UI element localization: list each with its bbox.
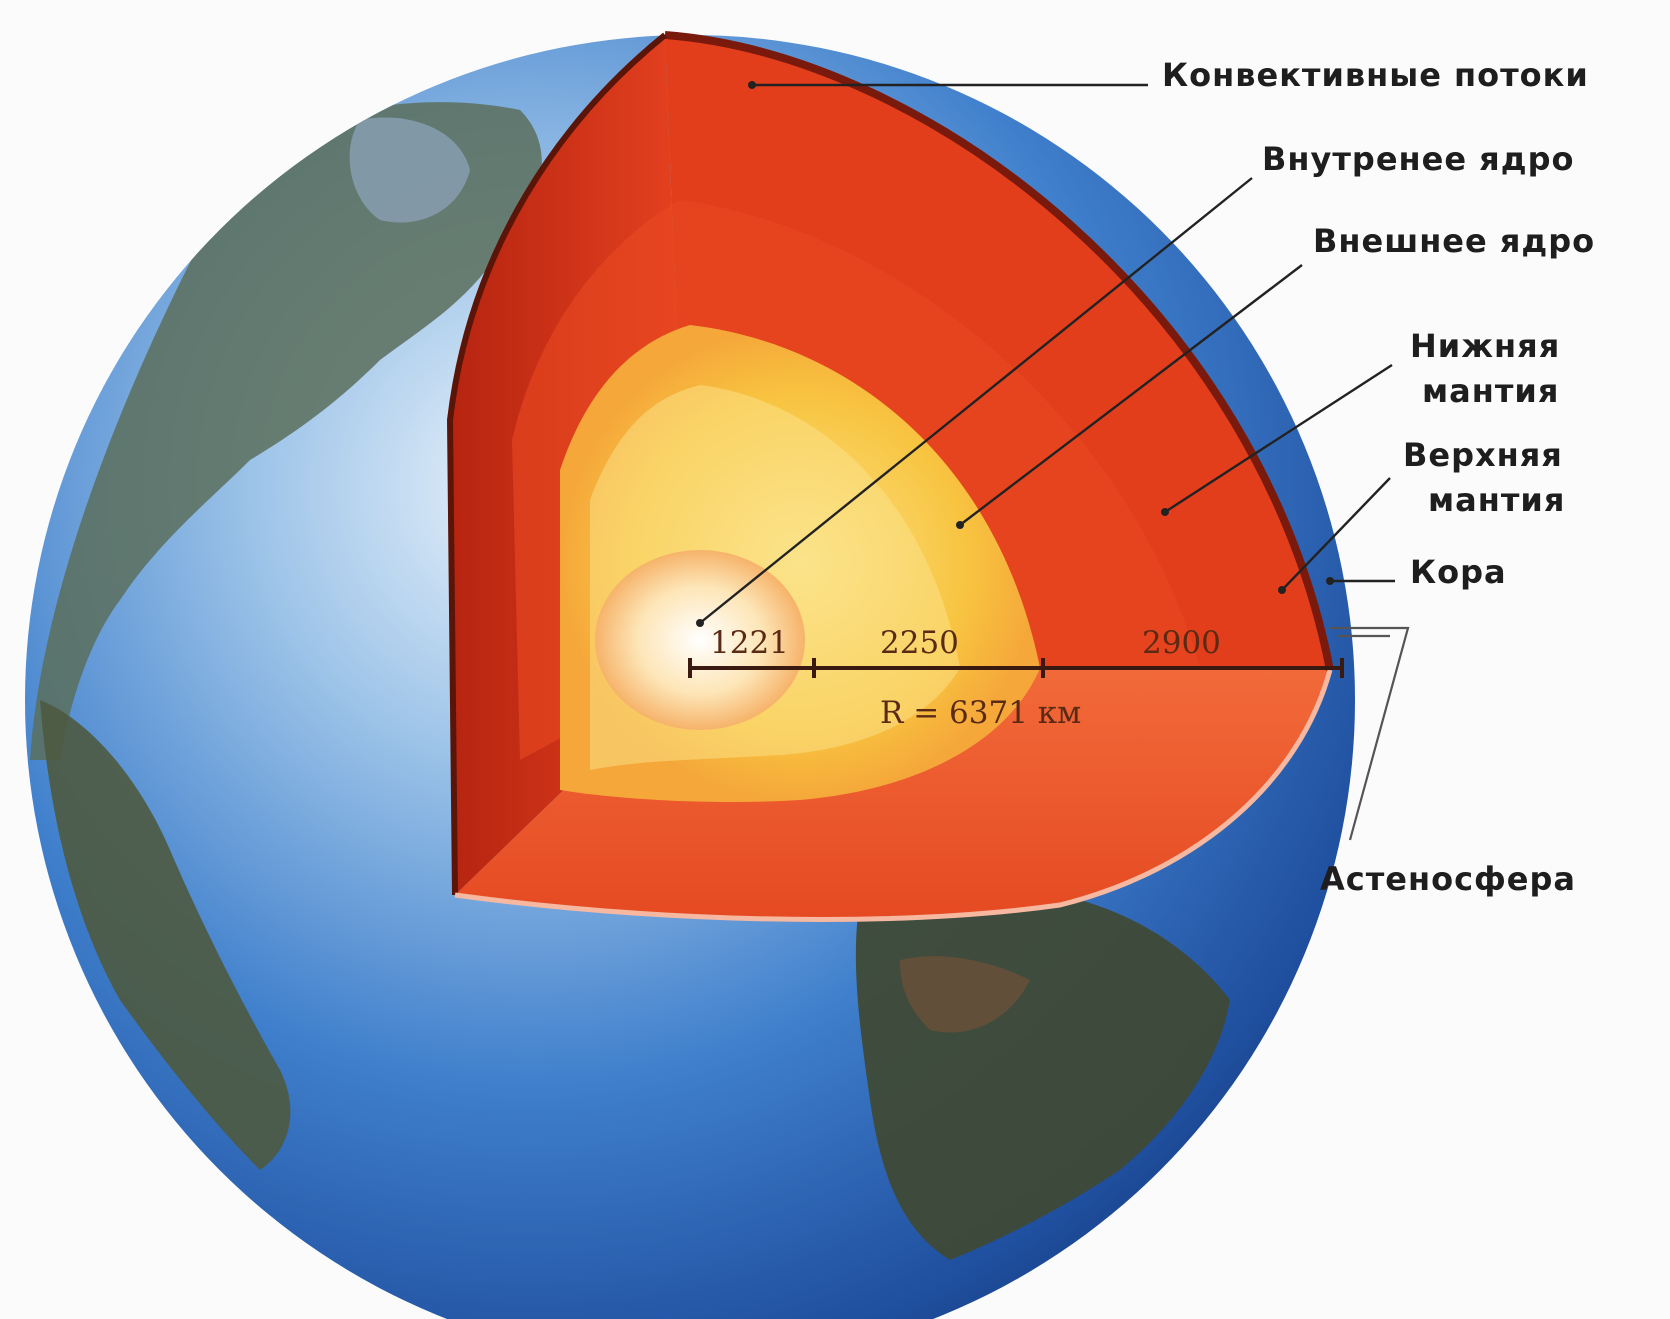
label-upper-mantle-line2: мантия [1428,481,1565,519]
crust-rim [664,31,1334,671]
continent-north-america [30,102,542,760]
leader-inner-core-dot [696,619,704,627]
label-asthenosphere: Астеносфера [1320,860,1576,898]
leader-crust-dot [1326,577,1334,585]
continent-africa-detail [900,956,1030,1033]
leader-inner-core [699,177,1253,624]
continent-south-america [40,700,291,1170]
leader-lower-mantle-dot [1161,508,1169,516]
scale-value-outer-core: 2250 [880,625,959,661]
leader-convection-dot [748,81,756,89]
layer-labels: Конвективные потоки Внутренее ядро Внешн… [1162,56,1595,898]
leader-upper-mantle [1281,477,1391,591]
label-inner-core: Внутренее ядро [1262,140,1574,178]
leader-lower-mantle [1164,363,1393,514]
label-lower-mantle-line1: Нижняя [1410,327,1560,365]
label-crust: Кора [1410,553,1507,591]
label-upper-mantle-line1: Верхняя [1403,436,1563,474]
inner-core [595,550,805,730]
leader-outer-core-dot [956,521,964,529]
leader-asthenosphere [1330,626,1410,841]
scale-value-mantle: 2900 [1142,625,1221,661]
leader-upper-mantle-dot [1278,586,1286,594]
continents [30,102,1230,1260]
scale-radius-label: R = 6371 км [880,695,1081,731]
cutaway-wedge [446,31,1334,922]
leader-outer-core [959,264,1303,526]
scale-value-inner-core: 1221 [710,625,789,661]
label-outer-core: Внешнее ядро [1313,222,1595,260]
crust-rim-left [446,32,667,896]
radius-scale: 1221 2250 2900 R = 6371 км [688,625,1344,731]
crust-rim-floor [454,669,1333,922]
label-convection: Конвективные потоки [1162,56,1589,94]
label-lower-mantle-line2: мантия [1422,372,1559,410]
greenland [349,117,470,223]
leader-lines [696,81,1410,841]
